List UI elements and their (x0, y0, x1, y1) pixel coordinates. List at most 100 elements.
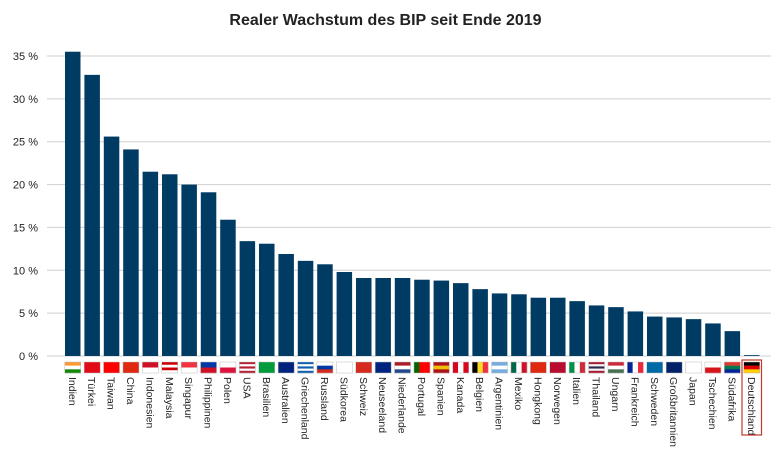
bar (530, 297, 547, 356)
flag-icon (549, 361, 566, 374)
category-label: Australien (279, 377, 291, 424)
flag-icon (607, 361, 625, 374)
category-label: Großbritannien (667, 377, 679, 447)
y-tick-label: 20 % (13, 180, 38, 192)
y-tick-label: 0 % (19, 351, 38, 363)
bar (278, 254, 294, 356)
bar (569, 301, 585, 356)
flag-icon (530, 361, 547, 374)
category-label: Mexiko (512, 377, 524, 410)
category-label: Indonesien (143, 377, 155, 429)
flag-icon (568, 361, 586, 374)
y-tick-label: 10 % (13, 265, 38, 277)
y-tick-label: 5 % (19, 308, 38, 320)
flag-icon (685, 361, 702, 374)
category-label: Portugal (415, 377, 427, 416)
category-label: Türkei (85, 377, 97, 406)
chart-title: Realer Wachstum des BIP seit Ende 2019 (229, 12, 542, 29)
flag-icon (588, 361, 605, 374)
category-label: Japan (687, 377, 699, 406)
category-label: Niederlande (396, 377, 408, 434)
category-label: Thailand (590, 377, 602, 417)
category-label: Neuseeland (376, 377, 388, 433)
bar (142, 171, 159, 356)
flag-icon (627, 361, 644, 374)
flag-icon (743, 361, 760, 374)
bar (472, 289, 488, 356)
flag-icon (646, 361, 663, 374)
bar (200, 192, 217, 356)
bar (317, 264, 333, 356)
category-label: Griechenland (299, 377, 311, 440)
category-label: Schweden (648, 377, 660, 426)
bar (705, 323, 721, 356)
flag-icon (491, 361, 508, 374)
flag-icon (180, 361, 198, 374)
category-label: Kanada (454, 377, 466, 413)
flag-icon (374, 361, 392, 374)
bar (84, 74, 100, 356)
category-label: Südkorea (337, 377, 349, 422)
category-label: Indien (66, 377, 78, 406)
category-label: Spanien (434, 377, 446, 416)
flag-icon (724, 361, 741, 374)
flag-icon (122, 361, 140, 374)
bar (336, 272, 353, 356)
flag-icon (316, 361, 334, 374)
category-label: Deutschland (745, 377, 757, 436)
bar (433, 280, 450, 356)
category-label: Singapur (182, 377, 194, 420)
bar (162, 174, 178, 356)
bar (647, 316, 663, 356)
flag-icon (433, 361, 450, 374)
flag-icon (355, 361, 372, 374)
flag-icon (394, 361, 411, 374)
bar (685, 319, 702, 356)
highlight-box (741, 359, 763, 436)
category-label: Tschechien (706, 377, 718, 430)
flag-icon (161, 361, 178, 374)
flag-icon (277, 361, 295, 374)
category-label: Polen (221, 377, 233, 404)
bar (123, 149, 139, 356)
bar (550, 297, 566, 356)
category-label: Malaysia (163, 377, 175, 419)
y-tick-label: 35 % (13, 51, 38, 63)
category-label: Frankreich (628, 377, 640, 427)
category-label: Ungarn (609, 377, 621, 412)
flag-icon (510, 361, 528, 374)
flag-icon (471, 361, 489, 374)
category-label: Italien (570, 377, 582, 405)
bar (259, 243, 275, 356)
category-label: USA (240, 377, 252, 399)
bar (181, 184, 197, 356)
bar (453, 283, 469, 356)
category-label: Südafrika (725, 377, 737, 422)
country-flags (64, 361, 760, 374)
bar (724, 331, 741, 356)
bar (375, 278, 391, 356)
bar (608, 307, 624, 356)
bar (588, 305, 605, 356)
bar (627, 311, 644, 356)
bar (220, 219, 236, 356)
category-label: Belgien (473, 377, 485, 412)
category-label: Norwegen (551, 377, 563, 425)
y-tick-label: 25 % (13, 137, 38, 149)
category-label: Brasilien (260, 377, 272, 417)
category-label: Schweiz (357, 377, 369, 416)
category-label: Russland (318, 377, 330, 421)
flag-icon (413, 361, 431, 374)
bar (239, 241, 256, 356)
category-label: Hongkong (531, 377, 543, 425)
bar (744, 355, 760, 356)
category-label: Philippinen (202, 377, 214, 429)
category-label: Argentinien (493, 377, 505, 430)
flag-icon (704, 361, 722, 374)
y-axis-tick-labels: 0 % 5 % 10 % 15 % 20 % 25 % 30 % 35 % (13, 51, 38, 363)
category-labels: Indien Türkei Taiwan China Indonesien Malaysi… (66, 359, 763, 447)
flag-icon (64, 361, 81, 374)
y-tick-label: 15 % (13, 222, 38, 234)
bar (297, 260, 314, 356)
flag-icon (103, 361, 120, 374)
